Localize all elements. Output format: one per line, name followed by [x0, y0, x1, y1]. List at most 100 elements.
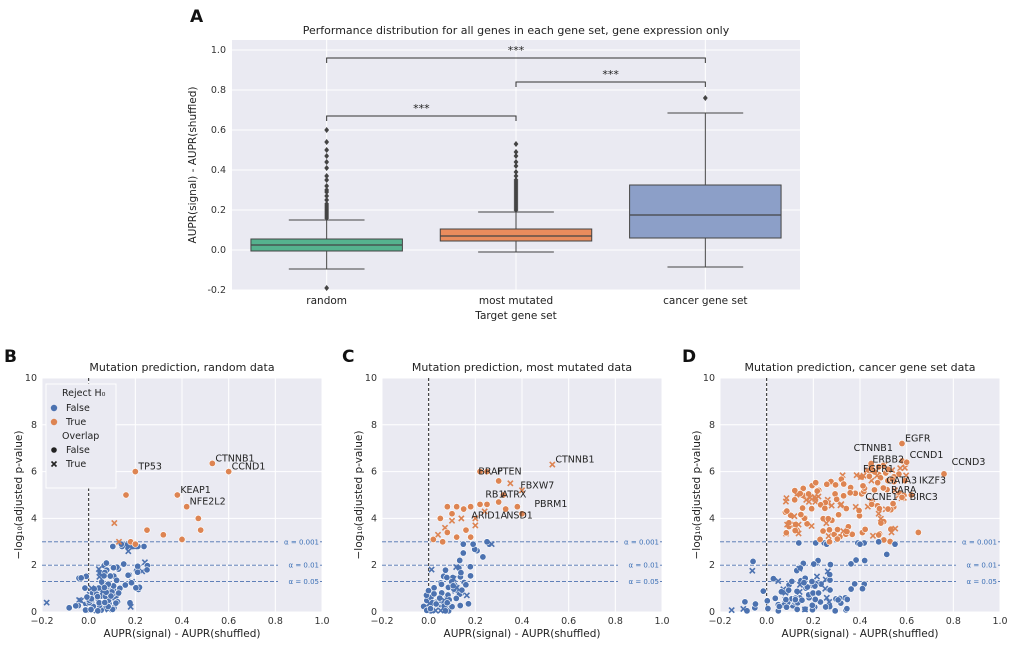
point	[120, 560, 128, 568]
point-overlap	[458, 515, 465, 522]
x-tick-label: 0.2	[128, 616, 143, 627]
point	[121, 581, 129, 589]
x-tick-label: 0.8	[268, 616, 283, 627]
point	[833, 495, 841, 503]
panel-letter-a: A	[190, 7, 204, 27]
point	[94, 593, 102, 601]
alpha-label-bg	[618, 577, 660, 586]
point	[113, 576, 121, 584]
alpha-label: α = 0.001	[284, 538, 319, 546]
point	[173, 491, 181, 499]
point	[143, 526, 151, 534]
outlier-point	[513, 149, 519, 155]
alpha-label-bg	[956, 537, 998, 546]
point	[847, 560, 855, 568]
point	[87, 606, 95, 614]
point	[800, 579, 808, 587]
point	[225, 468, 233, 476]
alpha-label-bg	[956, 577, 998, 586]
point-overlap	[488, 540, 495, 548]
box-random	[250, 127, 403, 291]
point	[763, 597, 771, 605]
y-tick-label: 0	[709, 607, 715, 618]
point	[898, 440, 906, 448]
point	[430, 584, 438, 592]
point-overlap	[806, 494, 814, 501]
point	[131, 540, 139, 548]
point-overlap	[428, 566, 435, 573]
point	[826, 571, 834, 579]
point	[884, 465, 892, 473]
panel-a-boxplot: -0.2 0.0 0.2 0.4 0.6 0.8 1.0 random most mutated…	[187, 24, 800, 322]
y-tick-label: 0	[31, 607, 37, 618]
point	[183, 503, 191, 511]
point	[124, 571, 132, 579]
gene-label: CTNNB1	[555, 455, 594, 466]
point-overlap	[448, 517, 456, 524]
point-overlap	[453, 584, 460, 591]
point	[810, 560, 818, 568]
box-iqr	[439, 228, 593, 242]
point	[822, 603, 830, 611]
point	[437, 580, 445, 588]
outlier-point	[324, 153, 330, 159]
alpha-label-bg	[618, 537, 660, 546]
point	[424, 587, 432, 595]
point	[815, 589, 823, 597]
x-tick-label: 0.4	[514, 616, 529, 627]
point	[65, 604, 73, 612]
x-tick-label: 0.8	[946, 616, 961, 627]
y-tick-label: 6	[371, 467, 377, 478]
point	[834, 526, 842, 534]
point	[452, 594, 460, 602]
point	[861, 525, 869, 533]
gene-label: CTNNB1	[215, 453, 254, 464]
x-tick-label: cancer gene set	[663, 295, 747, 307]
point	[499, 491, 507, 499]
point-overlap	[450, 575, 457, 582]
y-axis-label: −log₁₀(adjusted p-value)	[353, 431, 365, 560]
point-overlap	[796, 581, 804, 589]
alpha-label-bg	[956, 561, 998, 570]
point-overlap	[873, 472, 881, 479]
point-overlap	[863, 467, 871, 474]
gene-label: BIRC3	[910, 492, 938, 503]
point	[783, 603, 791, 611]
gene-label: NSD1	[506, 511, 533, 522]
point	[495, 477, 503, 485]
point-overlap	[463, 592, 470, 599]
outlier-point	[324, 193, 330, 199]
point	[914, 528, 922, 536]
y-tick-label: 0.8	[211, 85, 226, 96]
outlier-point	[513, 141, 519, 147]
point	[785, 586, 793, 594]
y-tick-label: 4	[371, 513, 377, 524]
point	[775, 602, 783, 610]
y-tick-label: 2	[31, 560, 37, 571]
outlier-point	[513, 169, 519, 175]
point	[811, 595, 819, 603]
y-tick-label: 0	[371, 607, 377, 618]
point	[458, 586, 466, 594]
point-overlap	[892, 525, 899, 532]
point	[479, 553, 487, 561]
alpha-label: α = 0.001	[624, 538, 659, 546]
point	[808, 505, 816, 513]
outlier-point	[324, 177, 330, 183]
point	[782, 529, 790, 537]
gene-label: BRAF	[478, 466, 503, 477]
point-overlap	[875, 510, 882, 517]
y-tick-label: 0.2	[211, 205, 226, 216]
point	[833, 535, 841, 543]
y-tick-label: 10	[365, 373, 377, 384]
point	[791, 596, 799, 604]
alpha-label: α = 0.001	[962, 538, 997, 546]
panel-b-scatter: −0.2 0.0 0.2 0.4 0.6 0.8 1.0 0 2 4 6 8 10 Mutation pr…	[13, 361, 330, 640]
point	[891, 540, 899, 548]
point	[826, 561, 834, 569]
gene-label: FBXW7	[520, 480, 554, 491]
point-overlap	[127, 603, 134, 610]
point	[868, 500, 876, 508]
gene-label: RARA	[891, 485, 917, 496]
